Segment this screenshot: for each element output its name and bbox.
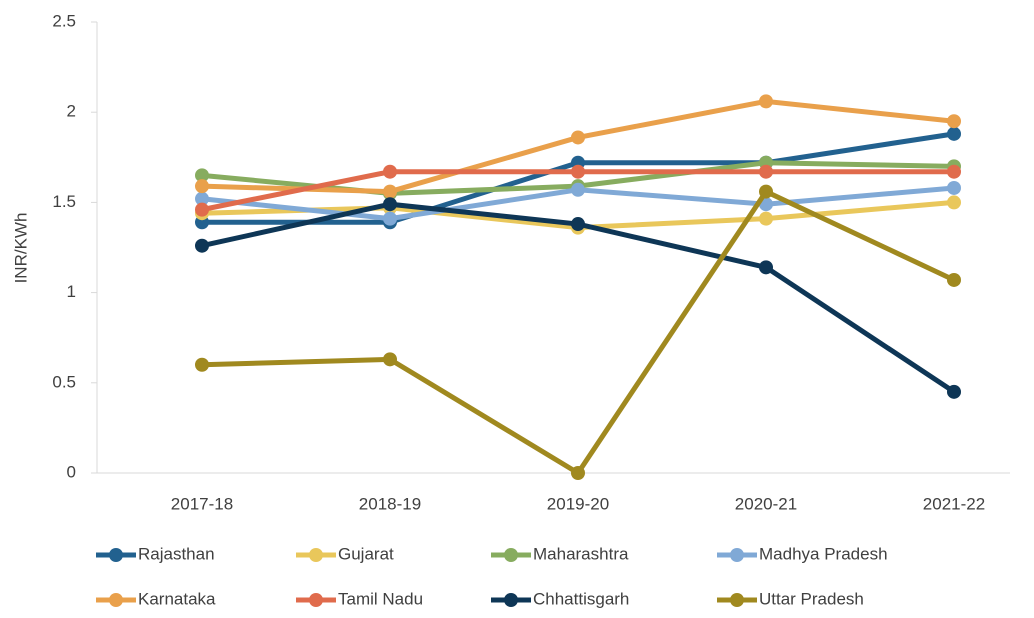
legend-label: Madhya Pradesh [759, 544, 888, 563]
legend-marker [309, 593, 323, 607]
data-point [947, 180, 961, 195]
data-point [571, 466, 585, 480]
legend-label: Maharashtra [533, 544, 629, 563]
data-point [383, 164, 397, 179]
data-point [195, 238, 209, 253]
data-point [383, 197, 397, 212]
x-tick-label: 2020-21 [735, 494, 797, 513]
y-tick-label: 0.5 [52, 372, 76, 391]
y-axis-title: INR/KWh [11, 213, 30, 284]
data-point [947, 384, 961, 399]
legend-marker [109, 548, 123, 562]
data-point [947, 272, 961, 287]
legend-marker [730, 548, 744, 562]
data-point [195, 179, 209, 194]
y-tick-label: 2.5 [52, 11, 76, 30]
legend-label: Rajasthan [138, 544, 215, 563]
x-tick-label: 2017-18 [171, 494, 233, 513]
data-point [195, 357, 209, 372]
legend-label: Chhattisgarh [533, 589, 629, 608]
data-point [571, 130, 585, 145]
data-point [759, 94, 773, 109]
data-point [571, 164, 585, 179]
data-point [947, 114, 961, 129]
data-point [759, 184, 773, 199]
y-tick-label: 2 [67, 102, 76, 121]
data-point [759, 260, 773, 275]
data-point [759, 164, 773, 179]
data-point [947, 164, 961, 179]
data-point [383, 352, 397, 367]
data-point [195, 168, 209, 183]
y-tick-label: 1.5 [52, 192, 76, 211]
legend-label: Tamil Nadu [338, 589, 423, 608]
legend-marker [730, 593, 744, 607]
data-point [947, 126, 961, 141]
legend-label: Karnataka [138, 589, 216, 608]
x-tick-label: 2019-20 [547, 494, 609, 513]
legend-marker [504, 548, 518, 562]
y-tick-label: 0 [67, 462, 76, 481]
data-point [195, 191, 209, 206]
data-point [383, 184, 397, 199]
data-point [759, 211, 773, 226]
data-point [571, 182, 585, 197]
legend-marker [504, 593, 518, 607]
x-tick-label: 2018-19 [359, 494, 421, 513]
x-tick-label: 2021-22 [923, 494, 985, 513]
data-point [947, 195, 961, 210]
data-point [571, 217, 585, 232]
legend-label: Uttar Pradesh [759, 589, 864, 608]
data-point [383, 211, 397, 226]
legend-label: Gujarat [338, 544, 394, 563]
legend-marker [309, 548, 323, 562]
y-tick-label: 1 [67, 282, 76, 301]
data-point [195, 202, 209, 217]
legend-marker [109, 593, 123, 607]
